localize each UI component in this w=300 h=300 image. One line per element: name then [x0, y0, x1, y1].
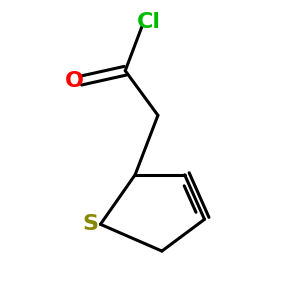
Text: S: S — [82, 214, 99, 234]
Text: Cl: Cl — [137, 12, 161, 32]
Text: O: O — [65, 70, 84, 91]
